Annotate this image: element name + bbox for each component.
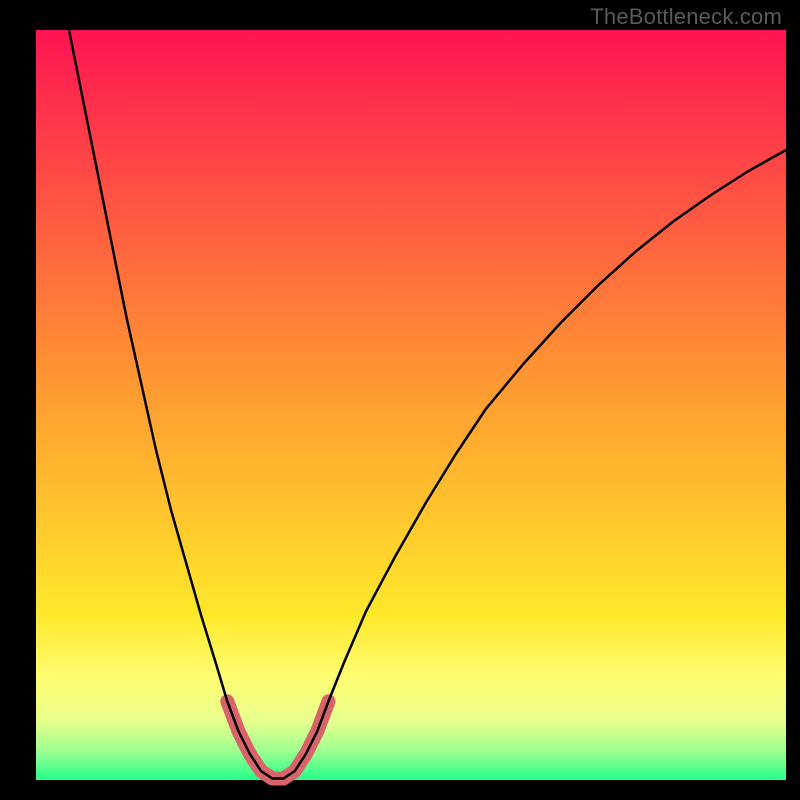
watermark-text: TheBottleneck.com <box>590 4 782 30</box>
main-curve <box>69 30 786 779</box>
chart-plot-area <box>36 30 786 780</box>
curve-svg <box>36 30 786 780</box>
